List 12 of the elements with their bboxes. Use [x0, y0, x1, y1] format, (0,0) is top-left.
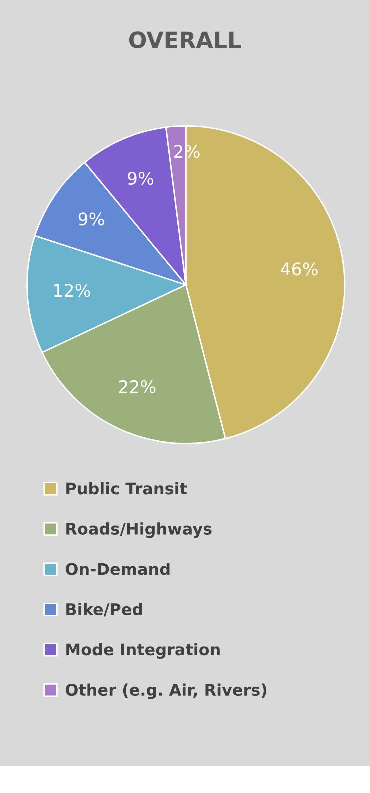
legend-label: Public Transit [66, 482, 188, 495]
legend-label: On-Demand [66, 562, 170, 576]
chart-title: OVERALL [129, 32, 242, 48]
data-label: 12% [54, 284, 90, 298]
data-label: 46% [281, 262, 318, 276]
legend-label: Other (e.g. Air, Rivers) [66, 684, 267, 700]
data-label: 9% [78, 212, 104, 226]
legend-label: Roads/Highways [66, 522, 212, 538]
data-label: 22% [119, 380, 156, 394]
legend-label: Mode Integration [66, 643, 220, 659]
legend-label: Bike/Ped [66, 603, 142, 617]
data-label: 9% [128, 172, 154, 186]
